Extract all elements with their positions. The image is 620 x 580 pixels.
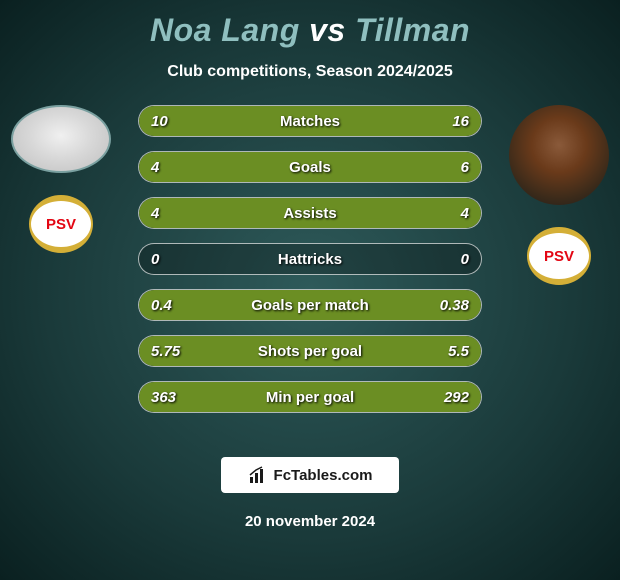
- page-title: Noa Lang vs Tillman: [0, 0, 620, 49]
- stat-row: 5.755.5Shots per goal: [138, 335, 482, 367]
- title-player1: Noa Lang: [150, 12, 300, 48]
- chart-icon: [248, 465, 268, 485]
- stat-row: 1016Matches: [138, 105, 482, 137]
- comparison-card: Noa Lang vs Tillman Club competitions, S…: [0, 0, 620, 580]
- player1-club-label: PSV: [46, 216, 76, 233]
- title-player2: Tillman: [355, 12, 470, 48]
- title-vs: vs: [309, 12, 346, 48]
- subtitle: Club competitions, Season 2024/2025: [0, 63, 620, 81]
- stat-label: Assists: [139, 198, 481, 228]
- stat-label: Min per goal: [139, 382, 481, 412]
- brand-label: FcTables.com: [274, 467, 373, 484]
- player1-avatar: [11, 105, 111, 173]
- stat-label: Matches: [139, 106, 481, 136]
- stat-row: 0.40.38Goals per match: [138, 289, 482, 321]
- stat-row: 46Goals: [138, 151, 482, 183]
- player2-column: PSV: [504, 105, 614, 285]
- player2-club-label: PSV: [544, 248, 574, 265]
- player1-club-badge: PSV: [29, 195, 93, 253]
- stats-container: 1016Matches 46Goals 44Assists 00Hattricks 0.…: [138, 105, 482, 413]
- player1-column: PSV: [6, 105, 116, 253]
- player2-avatar: [509, 105, 609, 205]
- content-area: PSV PSV 1016Matches 46Goals 44Assists 00Hat…: [0, 105, 620, 435]
- player2-club-badge: PSV: [527, 227, 591, 285]
- stat-row: 00Hattricks: [138, 243, 482, 275]
- stat-label: Goals per match: [139, 290, 481, 320]
- stat-row: 44Assists: [138, 197, 482, 229]
- stat-label: Goals: [139, 152, 481, 182]
- stat-row: 363292Min per goal: [138, 381, 482, 413]
- stat-label: Hattricks: [139, 244, 481, 274]
- brand-logo[interactable]: FcTables.com: [221, 457, 399, 493]
- stat-label: Shots per goal: [139, 336, 481, 366]
- date-label: 20 november 2024: [0, 513, 620, 530]
